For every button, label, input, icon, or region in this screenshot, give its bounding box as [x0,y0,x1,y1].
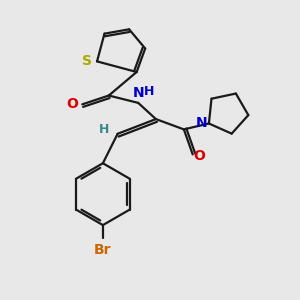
Text: H: H [144,85,154,98]
Text: N: N [196,116,207,130]
Text: O: O [193,149,205,163]
Text: O: O [66,98,78,111]
Text: N: N [132,86,144,100]
Text: S: S [82,54,92,68]
Text: Br: Br [94,243,112,257]
Text: H: H [99,123,110,136]
